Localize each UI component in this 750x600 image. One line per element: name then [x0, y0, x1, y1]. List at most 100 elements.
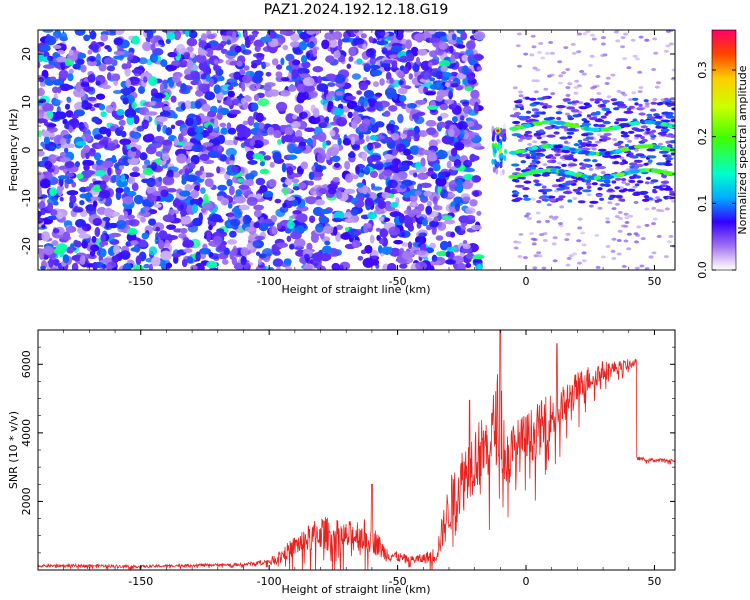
heatmap-cell: [38, 88, 45, 97]
heatmap-cell: [428, 37, 441, 43]
heatmap-cell: [178, 233, 187, 239]
heatmap-cell: [382, 59, 394, 64]
heatmap-cell: [186, 256, 194, 264]
heatmap-cell: [263, 84, 272, 92]
heatmap-cell: [104, 207, 114, 218]
heatmap-cell: [38, 150, 45, 157]
heatmap-cell: [341, 38, 350, 43]
heatmap-cell: [353, 30, 359, 34]
heatmap-cell: [238, 184, 250, 190]
heatmap-cell: [162, 147, 170, 155]
heatmap-cell: [256, 52, 265, 62]
heatmap-image: [38, 30, 675, 270]
heatmap-cell: [276, 266, 281, 270]
heatmap-cell: [291, 178, 300, 183]
heatmap-cell: [263, 155, 271, 161]
heatmap-cell: [57, 86, 62, 94]
heatmap-cell: [44, 136, 50, 145]
heatmap-cell: [346, 63, 351, 69]
heatmap-cell: [182, 259, 188, 267]
heatmap-cell: [331, 155, 341, 162]
heatmap-cell: [453, 159, 462, 168]
heatmap-cell: [127, 54, 134, 60]
heatmap-cell: [227, 127, 237, 135]
heatmap-cell: [220, 40, 227, 47]
heatmap-cell: [224, 139, 236, 146]
heatmap-cell: [293, 238, 306, 248]
heatmap-cell: [83, 34, 91, 41]
heatmap-cell: [410, 107, 416, 115]
heatmap-cell: [325, 140, 332, 146]
heatmap-cell: [140, 216, 146, 223]
heatmap-cell: [286, 235, 292, 242]
heatmap-cell: [85, 133, 91, 141]
heatmap-cell: [399, 263, 408, 269]
heatmap-cell: [113, 37, 124, 46]
heatmap-cell: [100, 248, 107, 257]
heatmap-cell: [351, 144, 361, 151]
heatmap-cell: [325, 55, 335, 63]
heatmap-cell: [57, 186, 63, 197]
heatmap-cell: [373, 81, 379, 88]
heatmap-cell: [417, 172, 429, 180]
heatmap-cell: [269, 161, 275, 168]
heatmap-cell: [336, 190, 343, 200]
heatmap-cell: [163, 239, 171, 248]
heatmap-cell: [378, 216, 385, 222]
heatmap-cell: [175, 56, 180, 61]
heatmap-cell: [280, 77, 290, 82]
heatmap-cell: [143, 263, 150, 269]
heatmap-cell: [322, 245, 333, 254]
heatmap-cell: [269, 89, 280, 97]
heatmap-cell: [254, 209, 262, 218]
heatmap-cell: [131, 182, 139, 192]
heatmap-cell: [272, 258, 284, 268]
heatmap-cell: [357, 255, 364, 261]
heatmap-cell: [462, 101, 470, 107]
heatmap-cell: [49, 145, 56, 152]
heatmap-cell: [199, 153, 210, 161]
heatmap-cell: [247, 116, 255, 126]
heatmap-cell: [425, 120, 437, 127]
heatmap-cell: [159, 111, 171, 117]
heatmap-cell: [257, 258, 262, 266]
heatmap-cell: [208, 224, 213, 231]
heatmap-cell: [282, 202, 287, 208]
heatmap-cell: [246, 196, 258, 206]
heatmap-cell: [241, 49, 252, 55]
heatmap-cell: [374, 121, 385, 128]
heatmap-cell: [124, 219, 136, 226]
heatmap-cell: [158, 230, 168, 240]
heatmap-cell: [334, 162, 341, 168]
heatmap-cell: [370, 183, 376, 189]
figure-title: PAZ1.2024.192.12.18.G19: [264, 2, 449, 18]
heatmap-cell: [49, 267, 57, 270]
heatmap-cell: [173, 138, 178, 146]
heatmap-cell: [180, 209, 188, 217]
heatmap-cell: [51, 178, 58, 185]
heatmap-cell: [80, 64, 87, 73]
heatmap-cell: [356, 58, 363, 65]
heatmap-cell: [112, 90, 123, 94]
heatmap-cell: [84, 192, 93, 202]
heatmap-cell: [440, 189, 448, 199]
heatmap-cell: [306, 42, 316, 48]
heatmap-cell: [431, 225, 437, 235]
heatmap-cell: [243, 127, 252, 138]
heatmap-cell: [436, 150, 448, 160]
heatmap-cell: [91, 235, 97, 243]
heatmap-cell: [351, 73, 361, 80]
heatmap-cell: [170, 95, 177, 103]
heatmap-cell: [398, 87, 408, 95]
heatmap-cell: [111, 155, 117, 163]
heatmap-cell: [344, 160, 351, 170]
heatmap-cell: [285, 266, 293, 270]
heatmap-cell: [279, 206, 289, 213]
heatmap-cell: [76, 173, 84, 179]
heatmap-cell: [327, 82, 336, 87]
heatmap-cell: [408, 73, 413, 80]
heatmap-cell: [217, 184, 228, 191]
heatmap-cell: [387, 263, 397, 270]
heatmap-cell: [459, 115, 465, 121]
